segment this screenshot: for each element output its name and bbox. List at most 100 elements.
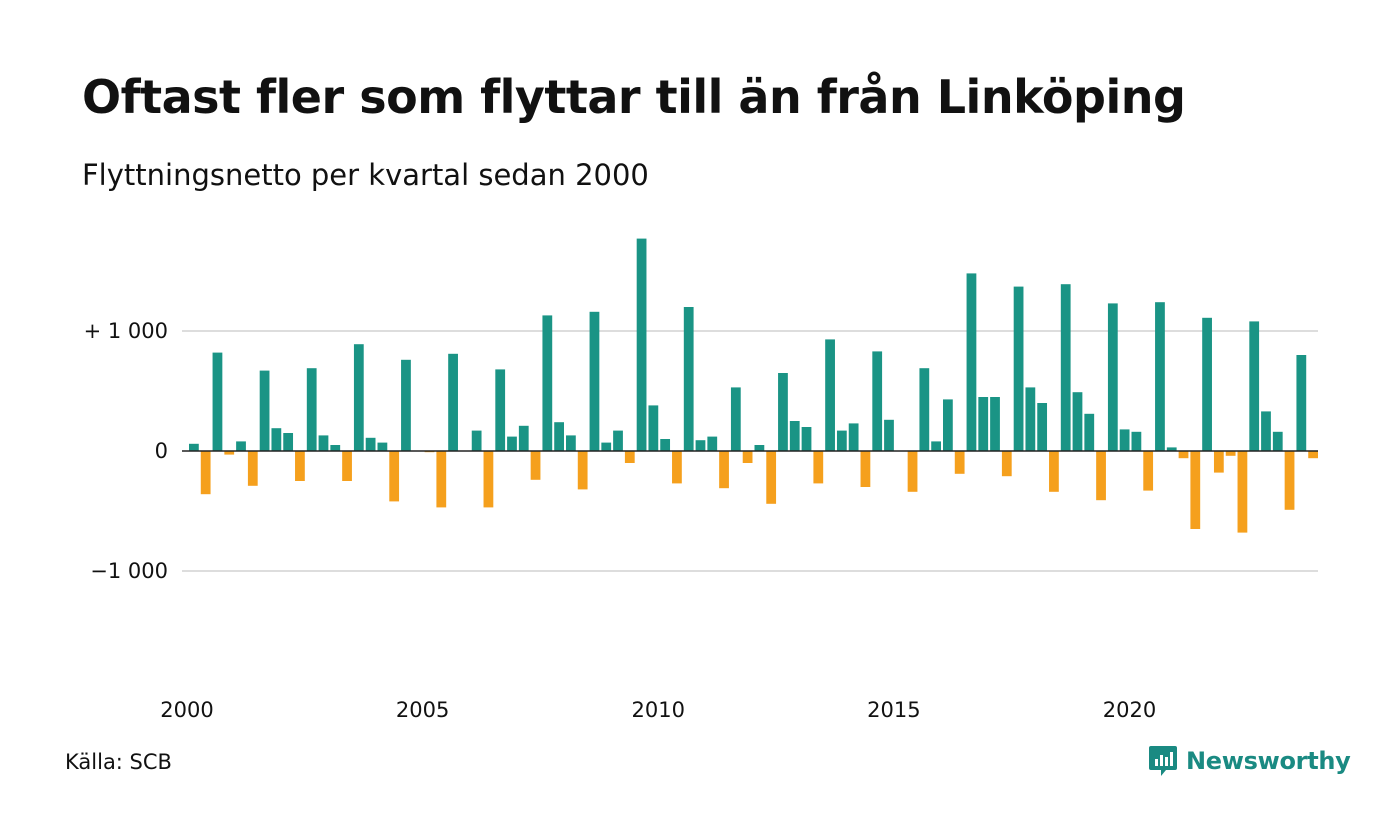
bar bbox=[554, 422, 564, 451]
bar bbox=[778, 373, 788, 451]
x-tick-label: 2020 bbox=[1103, 698, 1156, 722]
bar bbox=[860, 451, 871, 487]
bar bbox=[648, 405, 659, 451]
bar bbox=[247, 451, 258, 486]
bar bbox=[483, 451, 494, 508]
bar bbox=[377, 442, 388, 451]
bar bbox=[884, 419, 894, 451]
bar bbox=[306, 368, 317, 451]
bar bbox=[1096, 451, 1106, 501]
source-note: Källa: SCB bbox=[65, 750, 172, 774]
bar bbox=[742, 451, 753, 463]
bar bbox=[766, 451, 777, 504]
bar bbox=[672, 451, 682, 484]
bar bbox=[1119, 429, 1130, 451]
bar bbox=[1131, 431, 1142, 451]
bar bbox=[789, 421, 800, 451]
bar bbox=[1225, 451, 1236, 456]
bar bbox=[259, 370, 270, 451]
bar bbox=[1025, 387, 1036, 451]
bar bbox=[601, 442, 612, 451]
bar bbox=[342, 451, 352, 481]
bar bbox=[318, 435, 329, 451]
bar bbox=[1013, 286, 1024, 451]
brand-name: Newsworthy bbox=[1186, 747, 1351, 775]
bar bbox=[1202, 317, 1212, 451]
x-tick-label: 2010 bbox=[632, 698, 685, 722]
bar bbox=[577, 451, 588, 490]
x-tick-label: 2015 bbox=[867, 698, 920, 722]
y-tick-label: 0 bbox=[155, 439, 168, 463]
bar bbox=[200, 451, 211, 495]
bar bbox=[1237, 451, 1248, 533]
bar bbox=[518, 425, 529, 451]
y-tick-label: −1 000 bbox=[90, 559, 168, 583]
x-tick-label: 2000 bbox=[160, 698, 213, 722]
bar bbox=[907, 451, 918, 492]
bar bbox=[507, 436, 517, 451]
bar bbox=[1072, 392, 1083, 451]
bar bbox=[1308, 451, 1318, 459]
bar bbox=[1284, 451, 1295, 510]
bar bbox=[825, 339, 835, 451]
bar bbox=[1049, 451, 1059, 492]
bar bbox=[330, 445, 341, 451]
chart-title: Oftast fler som flyttar till än från Lin… bbox=[82, 70, 1186, 124]
bar bbox=[566, 435, 576, 451]
brand-logo: Newsworthy bbox=[1148, 744, 1351, 778]
bar bbox=[353, 344, 364, 451]
bar bbox=[624, 451, 635, 463]
bar bbox=[1166, 447, 1177, 451]
bar bbox=[1037, 403, 1048, 451]
bar bbox=[707, 436, 718, 451]
bar bbox=[683, 307, 694, 451]
bar bbox=[530, 451, 541, 480]
bar bbox=[919, 368, 930, 451]
bar bbox=[365, 437, 376, 451]
x-tick-label: 2005 bbox=[396, 698, 449, 722]
bar bbox=[943, 399, 953, 451]
bar bbox=[542, 315, 553, 451]
bar bbox=[436, 451, 447, 508]
bar bbox=[954, 451, 965, 474]
bar bbox=[1060, 284, 1071, 451]
chart-subtitle: Flyttningsnetto per kvartal sedan 2000 bbox=[82, 158, 649, 192]
bar bbox=[1107, 303, 1118, 451]
bar bbox=[966, 273, 977, 451]
bar bbox=[801, 427, 812, 451]
bar bbox=[719, 451, 729, 489]
bar bbox=[1084, 413, 1095, 451]
bar bbox=[1249, 321, 1260, 451]
bar bbox=[236, 441, 246, 451]
bar bbox=[1296, 355, 1307, 451]
bar bbox=[1213, 451, 1224, 473]
bar bbox=[401, 359, 411, 451]
bar bbox=[978, 397, 989, 451]
bar bbox=[836, 430, 847, 451]
bar bbox=[271, 428, 282, 451]
bar bbox=[448, 353, 458, 451]
bar bbox=[660, 439, 671, 451]
bar bbox=[636, 238, 647, 451]
bar bbox=[283, 433, 294, 451]
bar bbox=[813, 451, 824, 484]
bar bbox=[990, 397, 1000, 451]
bar bbox=[495, 369, 506, 451]
bar bbox=[872, 351, 883, 451]
bar bbox=[1155, 302, 1165, 451]
bar bbox=[730, 387, 741, 451]
bar bbox=[224, 451, 235, 455]
bar bbox=[471, 430, 482, 451]
bar bbox=[1143, 451, 1154, 491]
bar bbox=[848, 423, 859, 451]
y-tick-label: + 1 000 bbox=[84, 319, 168, 343]
bar bbox=[212, 352, 223, 451]
bar bbox=[754, 445, 765, 451]
bar bbox=[1190, 451, 1201, 529]
bar bbox=[389, 451, 400, 502]
bar bbox=[589, 311, 600, 451]
bar bbox=[695, 440, 706, 451]
bar bbox=[931, 441, 941, 451]
bar bbox=[295, 451, 305, 481]
